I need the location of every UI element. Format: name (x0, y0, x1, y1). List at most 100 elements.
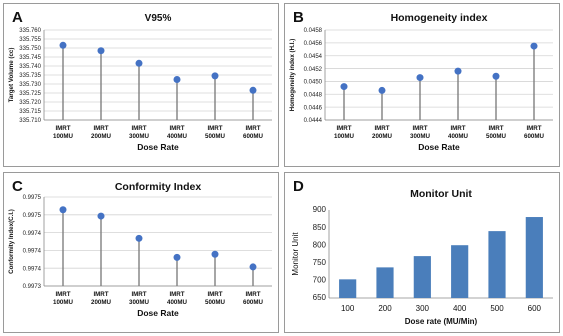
chart-c-svg: C Conformity Index 0.9973 0.9974 0.9974 0.997… (8, 178, 272, 318)
x-tick-label-line1: IMRT (131, 125, 146, 132)
data-point-3 (416, 74, 424, 82)
data-point-2 (378, 86, 386, 94)
data-point-3 (135, 59, 143, 67)
x-tick-label-line2: 400MU (448, 133, 468, 140)
chart-a-svg: A V95% 335.710 335.715 335.720 335.725 335.730… (8, 9, 272, 152)
data-point-5 (492, 72, 500, 80)
bar-500 (488, 231, 506, 298)
y-axis-label: Conformity Index(C.I.) (8, 209, 15, 274)
x-tick-label-line1: IMRT (93, 291, 108, 298)
x-tick-label-line2: 200MU (372, 133, 392, 140)
x-tick-label-line2: 500MU (486, 133, 506, 140)
y-tick-label: 900 (313, 205, 327, 214)
bar-100 (339, 279, 357, 298)
y-tick-label: 0.9974 (23, 249, 42, 255)
x-tick-label-line2: 600MU (243, 133, 263, 140)
y-tick-label: 750 (313, 258, 327, 267)
x-tick-label-line1: IMRT (488, 125, 503, 132)
y-tick-label: 335.750 (19, 46, 41, 52)
x-tick-label-line2: 200MU (91, 299, 111, 306)
panel-a-v95: A V95% 335.710 335.715 335.720 335.725 335.730… (3, 3, 279, 167)
y-tick-label: 700 (313, 276, 327, 285)
x-axis-label: Dose Rate (137, 142, 179, 152)
bar-600 (525, 217, 543, 298)
y-tick-label: 0.9975 (23, 195, 42, 201)
x-tick-label-line1: IMRT (93, 125, 108, 132)
data-point-2 (97, 47, 105, 55)
x-tick-label-line1: IMRT (245, 291, 260, 298)
x-tick-label: 300 (416, 304, 430, 313)
data-point-4 (454, 67, 462, 75)
x-tick-label-line2: 600MU (524, 133, 544, 140)
x-tick-label: 600 (528, 304, 542, 313)
chart-d-svg: D Monitor Unit 650 700 750 800 850 900 Monitor U… (291, 178, 553, 326)
panel-letter-d: D (293, 178, 304, 195)
x-axis-label: Dose rate (MU/Min) (405, 317, 478, 326)
x-tick-label-line1: IMRT (131, 291, 146, 298)
panel-b-homogeneity: B Homogeneity index 0.0444 0.0446 0.0448 0.04… (284, 3, 560, 167)
bar-300 (413, 256, 431, 298)
panel-c-conformity: C Conformity Index 0.9973 0.9974 0.9974 0.997… (3, 172, 279, 333)
y-tick-label: 0.0444 (304, 118, 323, 124)
x-tick-label-line1: IMRT (374, 125, 389, 132)
y-tick-label: 650 (313, 293, 327, 302)
x-tick-label-line1: IMRT (55, 125, 70, 132)
data-point-1 (340, 83, 348, 91)
data-point-6 (249, 86, 257, 94)
x-tick-label-line1: IMRT (412, 125, 427, 132)
bar-200 (376, 267, 394, 298)
x-tick-label-line2: 500MU (205, 299, 225, 306)
x-tick-label-line2: 400MU (167, 299, 187, 306)
x-tick-label-line2: 200MU (91, 133, 111, 140)
x-tick-label-line2: 300MU (410, 133, 430, 140)
y-axis-label: Monitor Unit (291, 232, 300, 276)
y-tick-label: 335.715 (19, 109, 41, 115)
data-point-1 (59, 41, 67, 49)
x-tick-label-line2: 600MU (243, 299, 263, 306)
x-tick-label-line2: 500MU (205, 133, 225, 140)
data-point-4 (173, 76, 181, 83)
x-axis-label: Dose Rate (418, 142, 460, 152)
y-tick-label: 0.9974 (23, 231, 42, 237)
y-tick-label: 0.0452 (304, 67, 323, 73)
y-tick-label: 0.0456 (304, 41, 323, 47)
x-tick-label-line1: IMRT (55, 291, 70, 298)
panel-letter-c: C (12, 178, 23, 195)
data-point-1 (59, 206, 67, 214)
x-tick-label-line2: 100MU (334, 133, 354, 140)
data-point-2 (97, 212, 105, 220)
x-tick-label-line1: IMRT (526, 125, 541, 132)
x-tick-label-line1: IMRT (245, 125, 260, 132)
x-tick-label-line2: 300MU (129, 299, 149, 306)
data-point-4 (173, 253, 181, 261)
x-tick-label-line2: 100MU (53, 133, 73, 140)
x-axis-label: Dose Rate (137, 308, 179, 318)
y-tick-label: 335.760 (19, 28, 41, 34)
x-tick-label-line1: IMRT (169, 291, 184, 298)
y-axis-label: Target Volume (cc) (8, 48, 15, 103)
x-tick-label: 200 (378, 304, 392, 313)
y-tick-label: 0.0454 (304, 54, 323, 60)
x-tick-label-line1: IMRT (169, 125, 184, 132)
x-tick-label: 100 (341, 304, 355, 313)
x-tick-label-line2: 100MU (53, 299, 73, 306)
bar-400 (451, 245, 469, 298)
y-tick-label: 0.0450 (304, 80, 323, 86)
y-tick-label: 335.745 (19, 55, 41, 61)
panel-d-monitor-unit: D Monitor Unit 650 700 750 800 850 900 Monitor U… (284, 172, 560, 333)
y-tick-label: 850 (313, 223, 327, 232)
chart-b-svg: B Homogeneity index 0.0444 0.0446 0.0448 0.04… (289, 9, 553, 152)
data-point-6 (249, 263, 257, 271)
x-tick-label-line1: IMRT (207, 125, 222, 132)
data-point-5 (211, 72, 219, 80)
y-tick-label: 335.740 (19, 64, 41, 70)
y-tick-label: 0.9975 (23, 213, 42, 219)
y-tick-label: 0.0446 (304, 105, 323, 111)
chart-title: Monitor Unit (410, 188, 472, 200)
y-tick-label: 335.710 (19, 118, 41, 124)
x-tick-label: 400 (453, 304, 467, 313)
y-tick-label: 0.9974 (23, 266, 42, 272)
x-tick-label-line1: IMRT (336, 125, 351, 132)
y-tick-label: 0.0458 (304, 28, 323, 34)
y-tick-label: 0.9973 (23, 284, 42, 290)
